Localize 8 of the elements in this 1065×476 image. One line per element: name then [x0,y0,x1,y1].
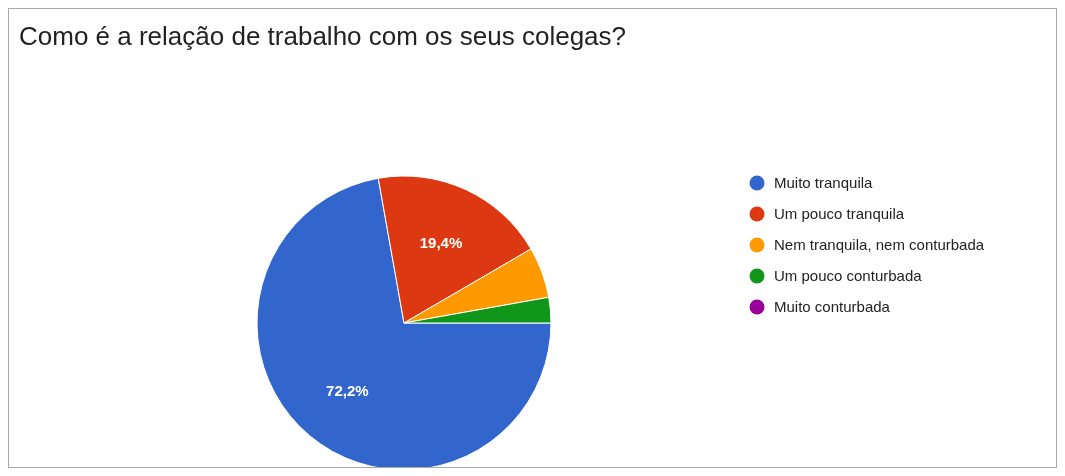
chart-title: Como é a relação de trabalho com os seus colegas? [19,21,627,52]
legend-label: Muito tranquila [774,174,873,191]
legend-label: Muito conturbada [774,298,890,315]
legend-label: Nem tranquila, nem conturbada [774,236,985,253]
legend-label: Um pouco tranquila [774,205,905,222]
data-label: 19,4% [419,234,463,252]
legend-label: Um pouco conturbada [774,267,922,284]
data-label: 72,2% [326,382,369,400]
